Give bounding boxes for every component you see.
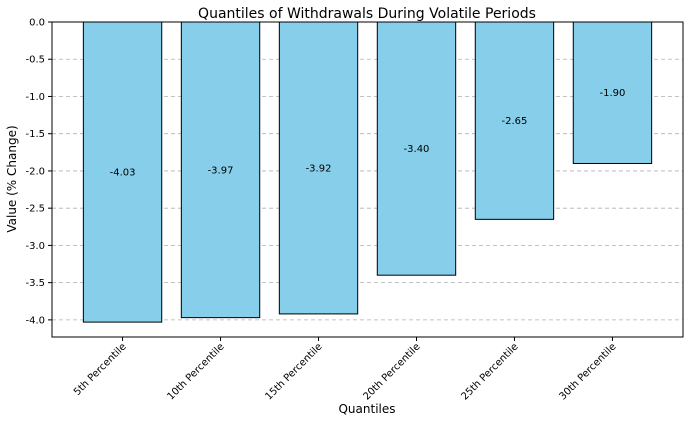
x-axis-ticks: 5th Percentile 10th Percentile 15th Percen… <box>72 337 619 403</box>
y-tick-label: -2.0 <box>25 166 45 177</box>
y-tick-label: 0.0 <box>29 18 45 29</box>
y-axis-label: Value (% Change) <box>5 125 19 232</box>
plot-frame <box>51 21 684 338</box>
y-tick-label: -2.5 <box>25 204 45 215</box>
y-tick-label: -1.0 <box>25 92 45 103</box>
bar-data-label: -3.92 <box>306 163 332 174</box>
bar <box>180 21 261 319</box>
bar-data-label: -1.90 <box>600 88 626 99</box>
bar <box>572 21 653 164</box>
x-tick-label: 10th Percentile <box>165 341 226 402</box>
y-tick-label: -0.5 <box>25 55 45 66</box>
bar-data-labels: -4.03 -3.97 -3.92 -3.40 -2.65 -1.90 <box>110 88 626 178</box>
bars <box>82 21 653 323</box>
y-tick-label: -4.0 <box>25 315 45 326</box>
x-tick-label: 30th Percentile <box>557 341 618 402</box>
x-tick-label: 15th Percentile <box>263 341 324 402</box>
x-axis-label: Quantiles <box>338 402 395 416</box>
chart-title: Quantiles of Withdrawals During Volatile… <box>198 6 536 22</box>
bar-data-label: -3.97 <box>208 165 234 176</box>
y-tick-label: -1.5 <box>25 129 45 140</box>
y-axis-ticks: 0.0 -0.5 -1.0 -1.5 -2.0 -2.5 -3.0 -3.5 -4.0 <box>25 18 52 326</box>
bar <box>82 21 163 323</box>
bar <box>376 21 457 276</box>
bar-data-label: -3.40 <box>404 144 430 155</box>
bar <box>278 21 359 315</box>
y-tick-label: -3.0 <box>25 241 45 252</box>
x-tick-label: 5th Percentile <box>72 341 129 398</box>
x-tick-label: 25th Percentile <box>459 341 520 402</box>
x-tick-label: 20th Percentile <box>361 341 422 402</box>
y-tick-label: -3.5 <box>25 278 45 289</box>
bar <box>474 21 555 220</box>
bar-data-label: -4.03 <box>110 168 136 179</box>
bar-data-label: -2.65 <box>502 116 528 127</box>
